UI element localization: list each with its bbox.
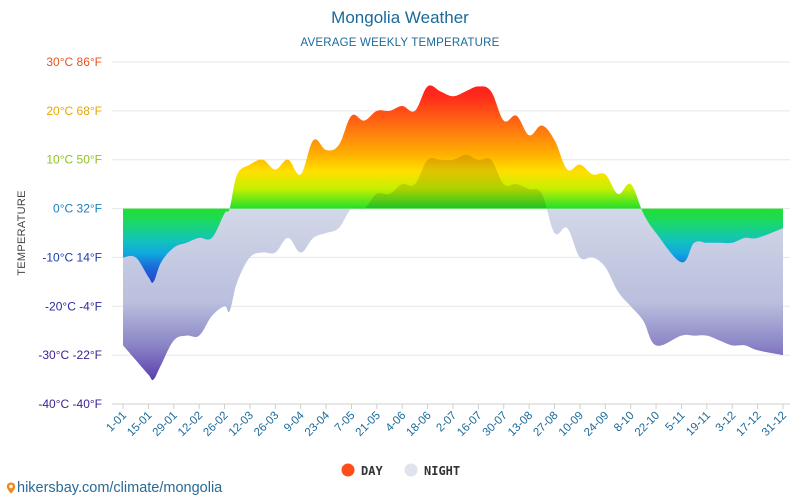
night-area-above-zero bbox=[352, 154, 547, 208]
x-tick-label: 12-02 bbox=[176, 410, 205, 439]
x-tick-label: 30-07 bbox=[481, 410, 510, 439]
legend-night-label[interactable]: NIGHT bbox=[424, 464, 460, 478]
y-axis-title: TEMPERATURE bbox=[16, 190, 28, 276]
x-tick-label: 22-10 bbox=[633, 410, 662, 439]
x-tick-label: 26-02 bbox=[201, 410, 230, 439]
y-tick-label: 30°C 86°F bbox=[46, 55, 102, 69]
y-tick-label: 0°C 32°F bbox=[53, 202, 102, 216]
x-tick-label: 24-09 bbox=[582, 410, 611, 439]
source-watermark[interactable]: hikersbay.com/climate/mongolia bbox=[6, 480, 222, 496]
x-tick-label: 15-01 bbox=[125, 410, 154, 439]
y-tick-label: -40°C -40°F bbox=[38, 397, 102, 411]
legend-day-marker[interactable] bbox=[341, 463, 355, 477]
y-tick-label: 20°C 68°F bbox=[46, 104, 102, 118]
y-tick-label: -20°C -4°F bbox=[45, 299, 102, 313]
legend: DAY NIGHT bbox=[341, 463, 460, 478]
legend-day-label[interactable]: DAY bbox=[361, 464, 383, 478]
watermark-text: hikersbay.com/climate/mongolia bbox=[17, 480, 223, 496]
x-tick-label: 12-03 bbox=[227, 410, 256, 439]
chart-subtitle: AVERAGE WEEKLY TEMPERATURE bbox=[300, 37, 499, 49]
night-area-shade bbox=[352, 154, 547, 208]
chart-title: Mongolia Weather bbox=[331, 8, 469, 27]
x-tick-label: 16-07 bbox=[455, 410, 484, 439]
x-tick-label: 23-04 bbox=[303, 409, 333, 439]
day-area-above-zero bbox=[229, 85, 642, 208]
x-tick-label: 19-11 bbox=[684, 410, 713, 439]
x-tick-label: 17-12 bbox=[734, 410, 763, 439]
x-tick-label: 21-05 bbox=[354, 410, 383, 439]
x-tick-label: 31-12 bbox=[760, 410, 789, 439]
night-area-below-zero bbox=[123, 208, 783, 381]
temperature-areas bbox=[123, 85, 783, 381]
legend-night-marker[interactable] bbox=[404, 463, 418, 477]
x-tick-label: 13-08 bbox=[506, 410, 535, 439]
y-axis-labels: 30°C 86°F 20°C 68°F 10°C 50°F 0°C 32°F -10°C… bbox=[38, 55, 102, 411]
y-tick-label: 10°C 50°F bbox=[46, 153, 102, 167]
y-tick-label: -30°C -22°F bbox=[38, 348, 102, 362]
x-tick-label: 18-06 bbox=[404, 410, 433, 439]
day-area-below-zero bbox=[123, 208, 783, 283]
x-tick-label: 26-03 bbox=[252, 410, 281, 439]
x-tick-label: 10-09 bbox=[557, 410, 586, 439]
x-tick-label: 29-01 bbox=[151, 410, 180, 439]
x-tick-label: 27-08 bbox=[531, 410, 560, 439]
location-pin-icon bbox=[6, 482, 16, 494]
y-tick-label: -10°C 14°F bbox=[42, 250, 102, 264]
